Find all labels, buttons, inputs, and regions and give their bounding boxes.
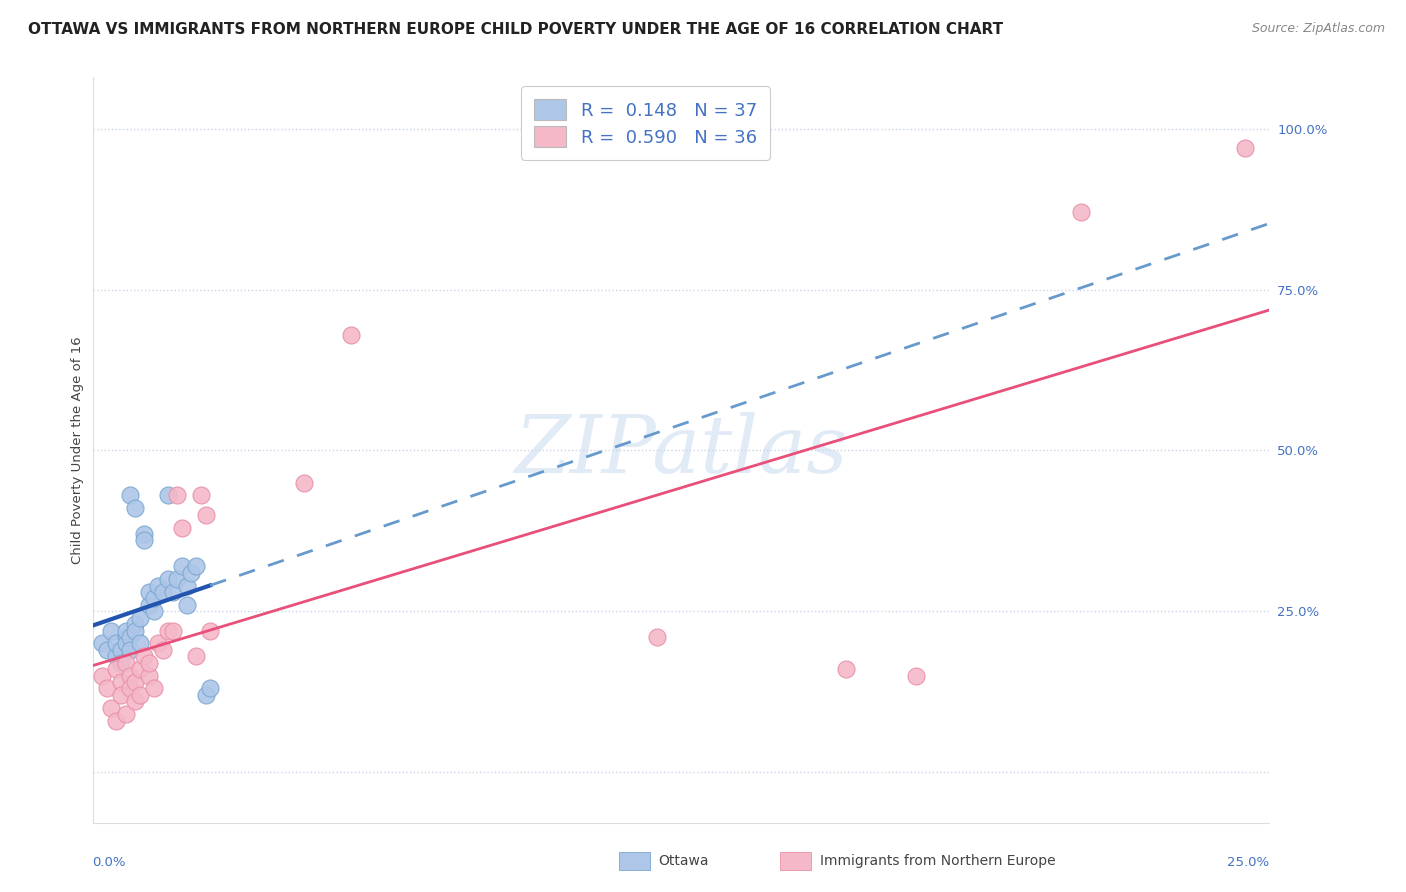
Point xyxy=(105,662,128,676)
Point xyxy=(156,624,179,638)
Point xyxy=(114,656,136,670)
Text: Source: ZipAtlas.com: Source: ZipAtlas.com xyxy=(1251,22,1385,36)
Text: Immigrants from Northern Europe: Immigrants from Northern Europe xyxy=(820,854,1056,868)
Point xyxy=(340,327,363,342)
Point xyxy=(128,636,150,650)
Point xyxy=(120,681,142,696)
Point xyxy=(96,643,118,657)
Point xyxy=(114,630,136,644)
Point xyxy=(200,624,222,638)
Point xyxy=(292,475,315,490)
Point xyxy=(105,636,128,650)
Point xyxy=(176,578,198,592)
Point xyxy=(134,533,156,548)
Text: ZIPatlas: ZIPatlas xyxy=(515,412,848,489)
Point xyxy=(166,488,188,502)
Point xyxy=(142,604,165,618)
Point xyxy=(105,714,128,728)
Point xyxy=(124,624,146,638)
Point xyxy=(114,636,136,650)
Point xyxy=(138,668,160,682)
Point xyxy=(194,688,217,702)
Point xyxy=(114,707,136,722)
Point xyxy=(184,559,207,574)
Point xyxy=(152,585,174,599)
Point xyxy=(905,668,928,682)
Point xyxy=(138,656,160,670)
Point xyxy=(134,527,156,541)
Point xyxy=(834,662,856,676)
Point xyxy=(124,617,146,632)
Point xyxy=(176,598,198,612)
Point xyxy=(114,624,136,638)
Point xyxy=(184,649,207,664)
Point xyxy=(190,488,212,502)
Point xyxy=(148,578,170,592)
Point xyxy=(110,675,132,690)
Point xyxy=(91,636,114,650)
Point xyxy=(91,668,114,682)
Point xyxy=(134,649,156,664)
Text: 25.0%: 25.0% xyxy=(1227,856,1270,870)
Point xyxy=(120,643,142,657)
Point xyxy=(162,585,184,599)
Text: 0.0%: 0.0% xyxy=(93,856,127,870)
Point xyxy=(105,649,128,664)
Point xyxy=(200,681,222,696)
Point xyxy=(128,662,150,676)
Point xyxy=(110,656,132,670)
Point xyxy=(110,688,132,702)
Point xyxy=(110,643,132,657)
Point xyxy=(138,598,160,612)
Point xyxy=(100,624,122,638)
Point xyxy=(162,624,184,638)
Point xyxy=(120,630,142,644)
Point xyxy=(120,488,142,502)
Point xyxy=(170,521,193,535)
Legend: R =  0.148   N = 37, R =  0.590   N = 36: R = 0.148 N = 37, R = 0.590 N = 36 xyxy=(522,87,769,160)
Point xyxy=(128,688,150,702)
Point xyxy=(1070,205,1092,219)
Text: OTTAWA VS IMMIGRANTS FROM NORTHERN EUROPE CHILD POVERTY UNDER THE AGE OF 16 CORR: OTTAWA VS IMMIGRANTS FROM NORTHERN EUROP… xyxy=(28,22,1004,37)
Text: Ottawa: Ottawa xyxy=(658,854,709,868)
Point xyxy=(156,572,179,586)
Point xyxy=(645,630,668,644)
Point xyxy=(1234,141,1257,155)
Point xyxy=(96,681,118,696)
Point xyxy=(142,591,165,606)
Point xyxy=(138,585,160,599)
Point xyxy=(170,559,193,574)
Point xyxy=(148,636,170,650)
Point xyxy=(180,566,202,580)
Y-axis label: Child Poverty Under the Age of 16: Child Poverty Under the Age of 16 xyxy=(72,336,84,565)
Point xyxy=(166,572,188,586)
Point xyxy=(194,508,217,522)
Point xyxy=(124,675,146,690)
Point xyxy=(128,610,150,624)
Point xyxy=(120,668,142,682)
Point xyxy=(152,643,174,657)
Point xyxy=(142,681,165,696)
Point xyxy=(124,501,146,516)
Point xyxy=(100,700,122,714)
Point xyxy=(124,694,146,708)
Point xyxy=(156,488,179,502)
